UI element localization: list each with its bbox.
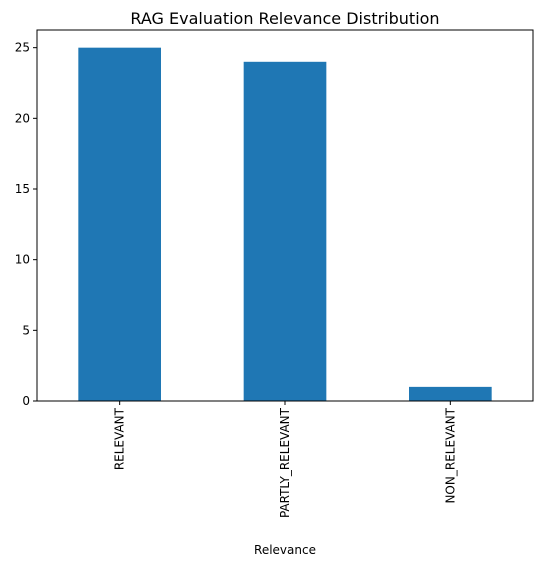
- y-tick-label: 5: [22, 323, 30, 337]
- bars-group: [78, 47, 492, 402]
- chart-title: RAG Evaluation Relevance Distribution: [130, 9, 439, 28]
- y-tick-label: 20: [15, 111, 30, 125]
- x-axis: RELEVANT PARTLY_RELEVANT NON_RELEVANT: [113, 401, 457, 518]
- bar-relevant: [78, 47, 161, 402]
- y-axis: 0 5 10 15 20 25: [15, 41, 37, 408]
- x-tick-label-relevant: RELEVANT: [113, 407, 127, 470]
- x-tick-label-partly-relevant: PARTLY_RELEVANT: [278, 407, 292, 518]
- x-axis-label: Relevance: [254, 543, 316, 557]
- y-tick-label: 0: [22, 394, 30, 408]
- x-tick-label-non-relevant: NON_RELEVANT: [443, 407, 457, 503]
- y-tick-label: 15: [15, 182, 30, 196]
- y-tick-label: 25: [15, 41, 30, 55]
- bar-non-relevant: [409, 386, 492, 401]
- bar-partly-relevant: [243, 61, 327, 402]
- y-tick-label: 10: [15, 253, 30, 267]
- plot-area: [36, 29, 534, 402]
